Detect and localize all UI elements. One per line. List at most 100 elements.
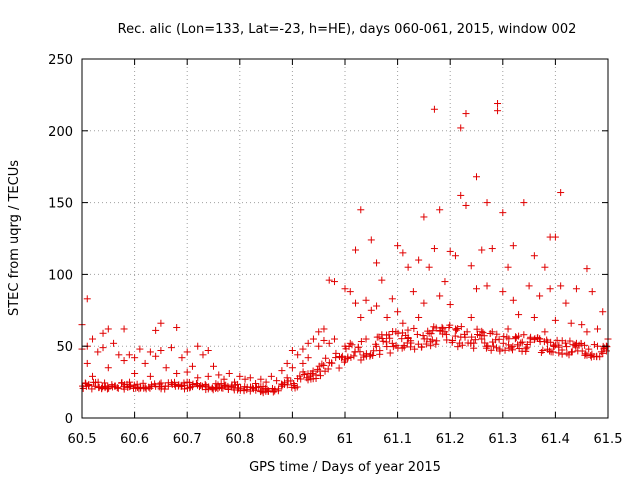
- data-point: [167, 344, 175, 352]
- data-point: [325, 276, 333, 284]
- data-point: [378, 276, 386, 284]
- data-point: [373, 302, 381, 310]
- data-point: [457, 124, 465, 132]
- data-point: [518, 338, 526, 346]
- data-point: [505, 335, 513, 343]
- x-axis-label: GPS time / Days of year 2015: [249, 460, 441, 475]
- data-point: [346, 339, 354, 347]
- data-point: [551, 233, 559, 241]
- data-point: [283, 381, 291, 389]
- data-point: [94, 378, 102, 386]
- data-point: [181, 385, 189, 393]
- data-point: [210, 362, 217, 370]
- data-point: [104, 364, 112, 372]
- data-point: [562, 299, 570, 307]
- y-tick-label: 50: [56, 340, 73, 355]
- data-point: [385, 331, 393, 339]
- data-point: [454, 343, 462, 351]
- data-point: [563, 343, 571, 351]
- x-tick-label: 60.5: [68, 432, 97, 447]
- data-point: [417, 343, 425, 351]
- data-point: [157, 319, 165, 327]
- data-point: [599, 308, 607, 316]
- data-point: [189, 380, 197, 388]
- data-point: [478, 327, 486, 335]
- data-point: [252, 380, 260, 388]
- data-point: [471, 336, 479, 344]
- data-point: [320, 361, 328, 369]
- y-tick-label: 150: [48, 197, 73, 212]
- data-point: [499, 339, 507, 347]
- data-point: [557, 282, 565, 290]
- data-point: [322, 354, 330, 362]
- data-point: [581, 341, 589, 349]
- data-point: [330, 278, 338, 286]
- data-point: [369, 351, 377, 359]
- data-point: [578, 321, 586, 329]
- data-point: [246, 374, 254, 382]
- data-point: [509, 296, 517, 304]
- data-point: [546, 347, 554, 355]
- data-point: [335, 364, 343, 372]
- data-point: [593, 325, 601, 333]
- data-point: [452, 326, 460, 334]
- data-point: [113, 384, 121, 392]
- data-point: [290, 381, 298, 389]
- data-point: [541, 263, 549, 271]
- data-point: [486, 330, 494, 338]
- data-point: [136, 345, 144, 353]
- data-point: [590, 341, 598, 349]
- data-point: [95, 384, 103, 392]
- data-point: [312, 371, 320, 379]
- data-point: [283, 359, 291, 367]
- data-point: [430, 245, 438, 253]
- data-point: [430, 105, 438, 113]
- data-point: [509, 342, 517, 350]
- data-point: [324, 365, 332, 373]
- data-point: [561, 339, 569, 347]
- data-point: [433, 337, 441, 345]
- data-point: [489, 342, 497, 350]
- data-point: [585, 345, 593, 353]
- data-point: [451, 332, 459, 340]
- data-point: [539, 346, 547, 354]
- data-point: [204, 385, 212, 393]
- data-point: [555, 349, 563, 357]
- data-point: [141, 359, 149, 367]
- data-point: [126, 378, 134, 386]
- data-point: [215, 371, 223, 379]
- data-point: [350, 352, 358, 360]
- data-point: [120, 357, 128, 365]
- data-point: [378, 335, 386, 343]
- data-point: [188, 362, 196, 370]
- data-point: [110, 339, 118, 347]
- data-point: [296, 372, 304, 380]
- data-point: [427, 338, 435, 346]
- axis-ticks: 60.5 60.6 60.7 60.8 60.9 61 61.1 61.2 61.3 61.4 61…: [48, 53, 622, 447]
- data-point: [514, 341, 522, 349]
- data-point: [530, 252, 538, 260]
- data-point: [420, 299, 428, 307]
- data-point: [394, 308, 402, 316]
- data-point: [85, 381, 93, 389]
- data-point: [288, 364, 296, 372]
- data-point: [583, 328, 591, 336]
- data-point: [515, 332, 523, 340]
- data-point: [530, 313, 538, 321]
- data-point: [89, 372, 97, 380]
- data-point: [293, 383, 301, 391]
- data-point: [399, 249, 407, 257]
- data-point: [541, 328, 549, 336]
- data-point: [419, 332, 427, 340]
- data-point: [388, 339, 396, 347]
- data-point: [451, 252, 459, 260]
- data-point: [375, 333, 383, 341]
- data-point: [316, 372, 324, 380]
- data-point: [347, 353, 355, 361]
- data-point: [299, 368, 307, 376]
- data-point: [225, 369, 233, 377]
- data-point: [487, 346, 495, 354]
- data-point: [264, 387, 272, 395]
- data-point: [267, 372, 275, 380]
- data-point: [583, 265, 591, 273]
